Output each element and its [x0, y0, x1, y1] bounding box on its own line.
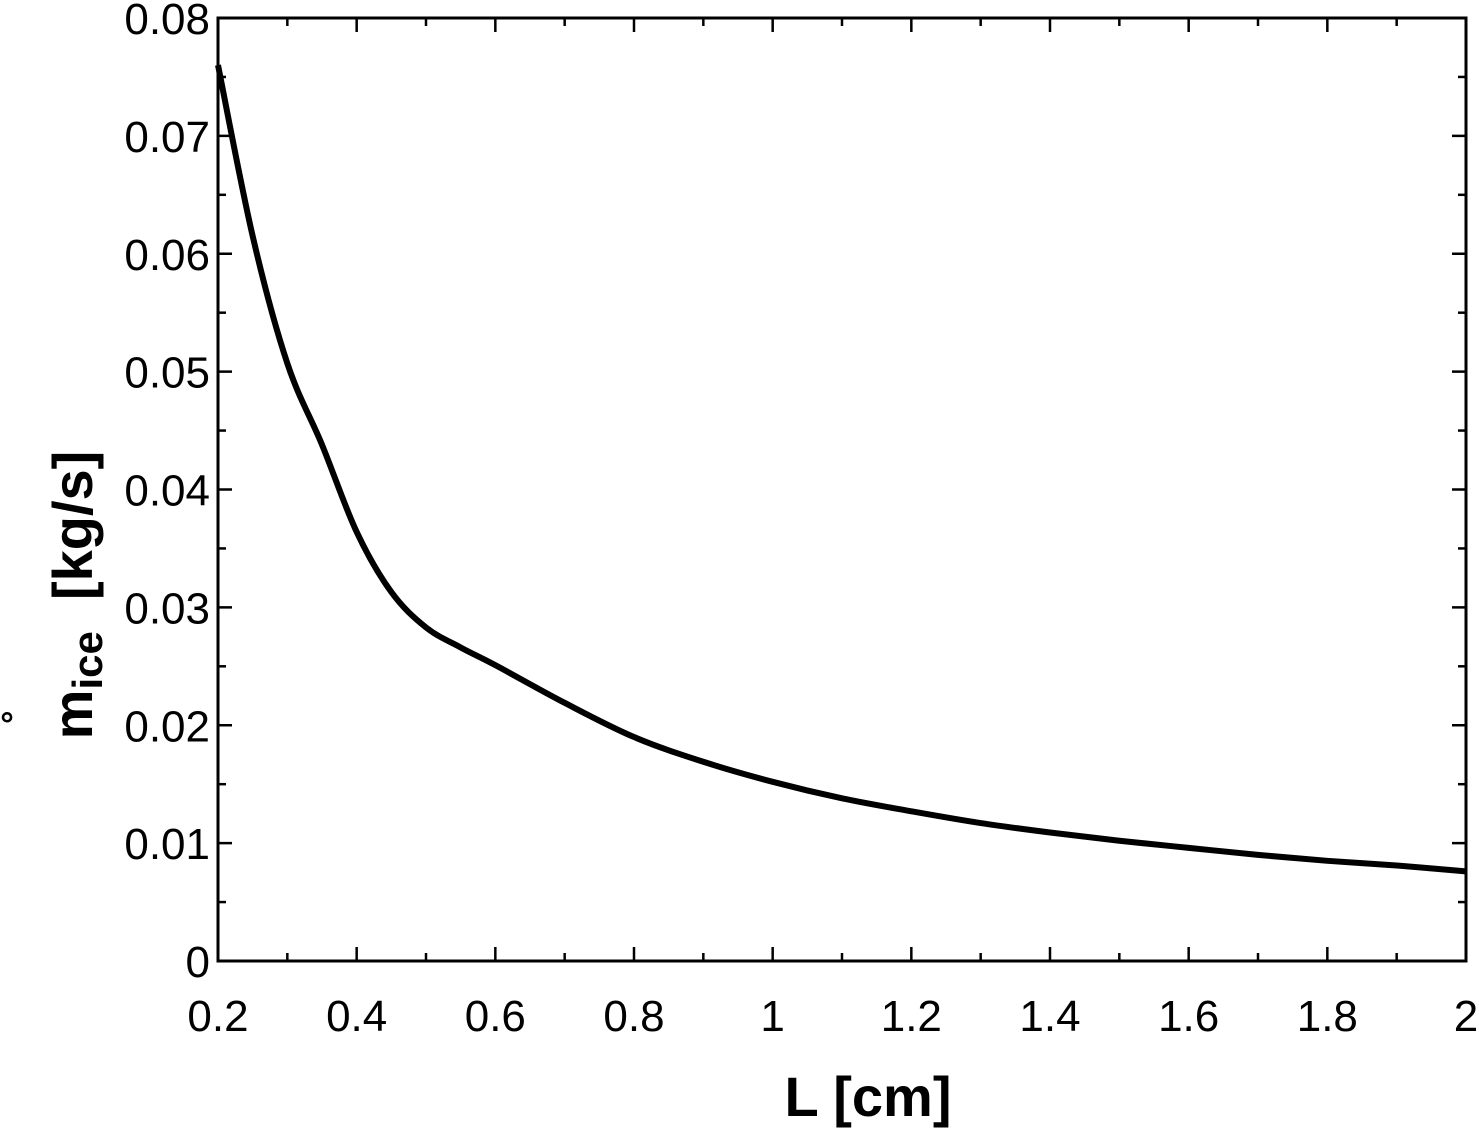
y-tick-label: 0.01 [124, 820, 210, 869]
tick-labels-layer: 0.2 0.4 0.6 0.8 1 1.2 1.4 1.6 1.8 2 0 0.01 0.02 0.03 0… [124, 0, 1478, 1041]
ticks-layer [216, 16, 1468, 963]
y-axis-title-main: m [41, 690, 104, 740]
series-line-0 [215, 64, 1467, 875]
y-tick-label: 0.02 [124, 702, 210, 751]
y-axis-title: mice [kg/s] [41, 451, 111, 740]
y-tick-label: 0 [186, 938, 210, 987]
y-tick-label: 0.06 [124, 231, 210, 280]
y-axis-title-units: [kg/s] [41, 451, 104, 600]
x-tick-label: 2 [1454, 992, 1478, 1041]
y-tick-label: 0.07 [124, 113, 210, 162]
x-tick-label: 0.8 [603, 992, 664, 1041]
x-tick-label: 0.4 [326, 992, 387, 1041]
x-tick-label: 0.2 [187, 992, 248, 1041]
x-tick-label: 1.4 [1019, 992, 1080, 1041]
x-tick-label: 0.6 [465, 992, 526, 1041]
y-axis-title-subscript: ice [64, 631, 111, 689]
y-tick-label: 0.08 [124, 0, 210, 44]
y-axis-accent-symbol: ° [0, 706, 14, 744]
x-tick-label: 1.6 [1158, 992, 1219, 1041]
x-tick-label: 1 [760, 992, 784, 1041]
x-tick-label: 1.2 [881, 992, 942, 1041]
svg-text:mice [kg/s]: mice [kg/s] [41, 451, 111, 740]
plot-frame [216, 16, 1468, 963]
y-tick-label: 0.03 [124, 584, 210, 633]
series-layer [215, 64, 1467, 875]
y-tick-label: 0.05 [124, 349, 210, 398]
x-tick-label: 1.8 [1297, 992, 1358, 1041]
x-axis-title: L [cm] [785, 1065, 952, 1128]
y-tick-label: 0.04 [124, 467, 210, 516]
